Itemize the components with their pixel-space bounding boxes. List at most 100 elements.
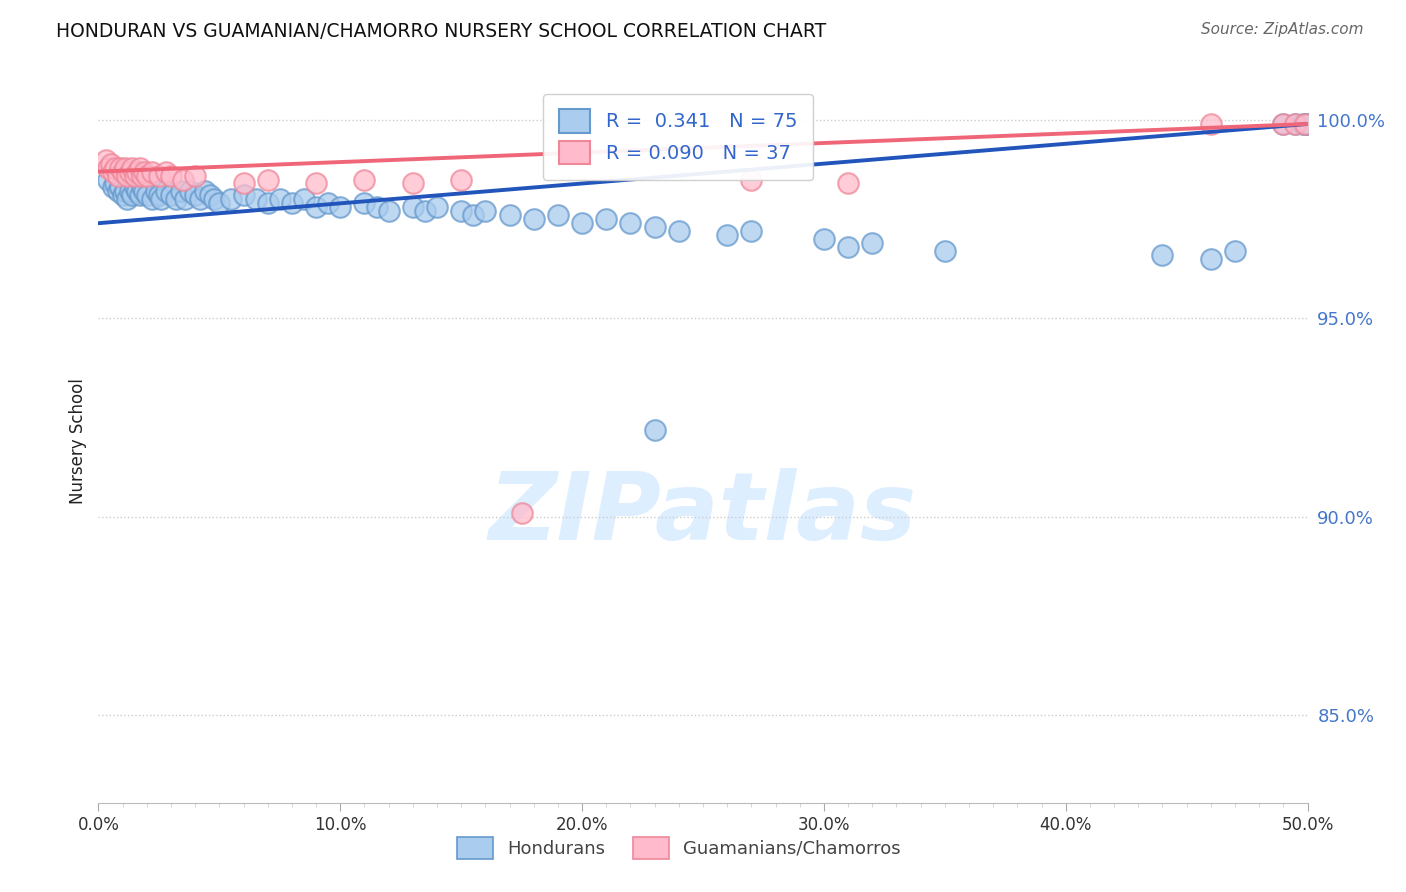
Point — [169, 185, 191, 199]
Point — [366, 200, 388, 214]
Text: Source: ZipAtlas.com: Source: ZipAtlas.com — [1201, 22, 1364, 37]
Point — [117, 193, 139, 207]
Point — [934, 244, 956, 258]
Point — [1294, 117, 1316, 131]
Point — [101, 164, 124, 178]
Point — [860, 235, 883, 250]
Point — [1199, 117, 1222, 131]
Point — [174, 193, 197, 207]
Point — [128, 188, 150, 202]
Point — [305, 177, 328, 191]
Point — [101, 180, 124, 194]
Point — [148, 169, 170, 183]
Text: ZIPatlas: ZIPatlas — [489, 467, 917, 560]
Point — [1292, 117, 1315, 131]
Point — [813, 232, 835, 246]
Point — [127, 185, 149, 199]
Point — [1223, 244, 1246, 258]
Point — [474, 204, 496, 219]
Point — [107, 169, 129, 183]
Point — [131, 180, 153, 194]
Point — [100, 156, 122, 170]
Point — [118, 164, 141, 178]
Point — [316, 196, 339, 211]
Point — [204, 193, 226, 207]
Point — [145, 185, 167, 199]
Text: HONDURAN VS GUAMANIAN/CHAMORRO NURSERY SCHOOL CORRELATION CHART: HONDURAN VS GUAMANIAN/CHAMORRO NURSERY S… — [56, 22, 827, 41]
Point — [160, 169, 183, 183]
Point — [1272, 117, 1295, 131]
Point — [619, 216, 641, 230]
Point — [97, 172, 120, 186]
Point — [135, 169, 157, 183]
Point — [1284, 117, 1306, 131]
Point — [94, 153, 117, 167]
Point — [155, 185, 177, 199]
Point — [179, 185, 201, 199]
Point — [668, 224, 690, 238]
Point — [644, 423, 666, 437]
Point — [716, 228, 738, 243]
Point — [498, 208, 520, 222]
Point — [141, 193, 163, 207]
Point — [402, 177, 425, 191]
Point — [194, 185, 217, 199]
Point — [292, 193, 315, 207]
Point — [221, 193, 243, 207]
Point — [160, 188, 183, 202]
Point — [377, 204, 399, 219]
Point — [165, 193, 187, 207]
Point — [329, 200, 352, 214]
Point — [402, 200, 425, 214]
Point — [232, 177, 254, 191]
Point — [188, 193, 211, 207]
Point — [740, 224, 762, 238]
Point — [1296, 117, 1319, 131]
Point — [128, 161, 150, 175]
Point — [256, 172, 278, 186]
Point — [134, 185, 156, 199]
Point — [595, 212, 617, 227]
Point — [1152, 248, 1174, 262]
Point — [97, 161, 120, 175]
Point — [111, 188, 134, 202]
Point — [124, 169, 146, 183]
Point — [305, 200, 328, 214]
Point — [131, 169, 153, 183]
Point — [114, 185, 136, 199]
Point — [108, 180, 131, 194]
Point — [1296, 117, 1319, 131]
Legend: Hondurans, Guamanians/Chamorros: Hondurans, Guamanians/Chamorros — [450, 830, 908, 866]
Point — [172, 172, 194, 186]
Point — [450, 204, 472, 219]
Point — [740, 172, 762, 186]
Point — [121, 188, 143, 202]
Point — [114, 161, 136, 175]
Point — [121, 161, 143, 175]
Point — [353, 172, 375, 186]
Point — [104, 161, 127, 175]
Point — [232, 188, 254, 202]
Point — [118, 185, 141, 199]
Point — [547, 208, 569, 222]
Point — [1272, 117, 1295, 131]
Point — [353, 196, 375, 211]
Point — [450, 172, 472, 186]
Point — [245, 193, 267, 207]
Point — [1294, 117, 1316, 131]
Point — [571, 216, 593, 230]
Point — [107, 185, 129, 199]
Point — [837, 177, 859, 191]
Point — [108, 161, 131, 175]
Y-axis label: Nursery School: Nursery School — [69, 378, 87, 505]
Point — [124, 180, 146, 194]
Point — [1199, 252, 1222, 266]
Point — [269, 193, 291, 207]
Point — [135, 188, 157, 202]
Point — [150, 193, 173, 207]
Point — [111, 164, 134, 178]
Point — [256, 196, 278, 211]
Point — [127, 164, 149, 178]
Point — [155, 164, 177, 178]
Point — [281, 196, 304, 211]
